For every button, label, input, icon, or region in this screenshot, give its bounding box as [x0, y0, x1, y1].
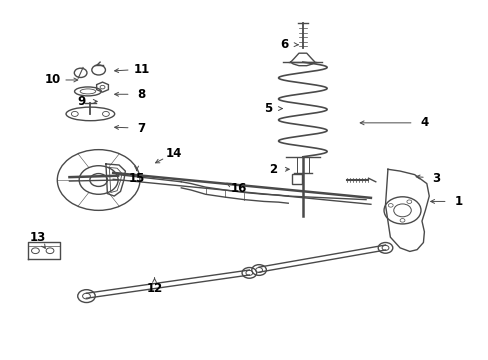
Text: 7: 7	[137, 122, 145, 135]
Text: 15: 15	[128, 172, 144, 185]
Text: 2: 2	[268, 163, 276, 176]
Text: 11: 11	[133, 63, 149, 76]
Text: 4: 4	[419, 116, 427, 129]
Text: 10: 10	[44, 73, 61, 86]
Text: 1: 1	[453, 195, 462, 208]
Text: 5: 5	[263, 102, 271, 115]
Text: 6: 6	[280, 38, 288, 51]
Text: 3: 3	[431, 172, 440, 185]
Text: 16: 16	[230, 183, 246, 195]
Text: 8: 8	[137, 88, 145, 101]
Text: 14: 14	[165, 147, 182, 160]
Bar	[291, 174, 301, 184]
Text: 9: 9	[77, 95, 85, 108]
Text: 12: 12	[146, 283, 163, 296]
Text: 13: 13	[30, 231, 46, 244]
